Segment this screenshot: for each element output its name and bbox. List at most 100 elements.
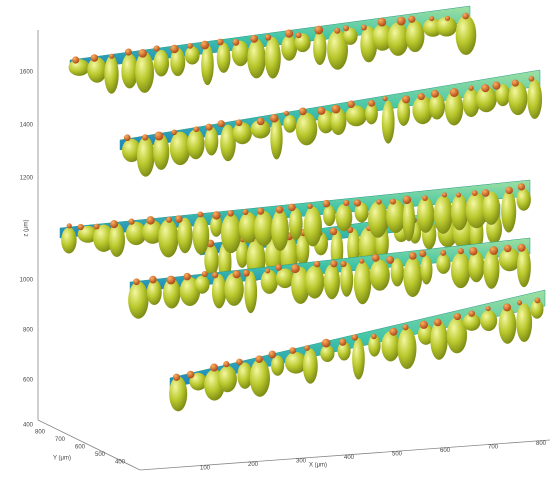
- bump: [271, 209, 289, 251]
- spot: [343, 25, 349, 32]
- spot: [172, 373, 181, 381]
- bump: [250, 119, 271, 139]
- spot: [389, 327, 398, 336]
- bump: [468, 251, 485, 283]
- spot: [183, 272, 191, 281]
- spot: [353, 199, 362, 207]
- spot: [313, 260, 321, 268]
- spot: [371, 254, 380, 262]
- spot: [449, 88, 459, 97]
- spot: [347, 100, 355, 108]
- spot: [197, 211, 204, 218]
- spot: [289, 347, 297, 354]
- spot: [468, 310, 476, 317]
- spot: [212, 211, 221, 220]
- bump: [340, 262, 354, 297]
- bump: [397, 327, 417, 370]
- bump: [436, 253, 451, 274]
- spot: [227, 210, 234, 217]
- spot: [288, 203, 296, 212]
- bump: [397, 98, 411, 126]
- bump: [108, 223, 125, 257]
- spot: [133, 278, 140, 286]
- bump: [224, 272, 244, 306]
- bump: [220, 124, 236, 162]
- spot: [360, 24, 367, 31]
- spot: [295, 32, 302, 39]
- spot: [166, 275, 176, 285]
- bump: [289, 208, 303, 240]
- x-tick-label: 500: [392, 452, 403, 458]
- bump: [428, 93, 446, 120]
- spot: [256, 117, 265, 126]
- x-tick-label: 700: [488, 445, 499, 451]
- bump: [184, 46, 200, 65]
- spot: [90, 54, 99, 62]
- bump: [462, 313, 481, 331]
- bump: [158, 219, 179, 258]
- bump: [420, 255, 433, 285]
- bump: [390, 258, 404, 287]
- z-tick-label: 1600: [20, 70, 34, 76]
- bump: [220, 213, 242, 254]
- spot: [284, 29, 294, 38]
- spot: [149, 275, 157, 284]
- spot: [283, 110, 290, 116]
- y-axis-label: Y (μm): [53, 456, 71, 462]
- spot: [503, 244, 512, 253]
- bump: [323, 264, 340, 300]
- spot: [123, 134, 131, 142]
- bump: [417, 324, 434, 345]
- cell-band: [119, 69, 543, 177]
- bump: [530, 299, 544, 319]
- spot: [186, 370, 195, 379]
- spot: [376, 199, 382, 205]
- z-tick-label: 600: [23, 378, 34, 384]
- bump: [430, 320, 448, 360]
- bump: [271, 355, 285, 376]
- y-tick-label: 400: [115, 460, 126, 466]
- bump: [365, 103, 378, 125]
- y-tick-label: 500: [95, 452, 106, 458]
- bump: [249, 358, 270, 397]
- bump: [247, 38, 266, 79]
- bump: [482, 191, 501, 225]
- bump: [136, 136, 155, 177]
- bump: [260, 269, 278, 294]
- spot: [402, 95, 411, 104]
- x-tick-label: 300: [296, 459, 307, 465]
- bump: [317, 110, 335, 134]
- bump: [169, 376, 188, 412]
- spot: [264, 34, 272, 41]
- spot: [200, 40, 210, 50]
- bump: [194, 275, 210, 294]
- bump: [211, 274, 227, 309]
- bump: [433, 195, 453, 234]
- bump: [192, 216, 210, 255]
- bump: [170, 48, 186, 77]
- spot: [440, 249, 447, 256]
- x-tick-label: 400: [344, 455, 355, 461]
- spot: [402, 195, 412, 205]
- bump: [153, 49, 170, 77]
- x-tick-label: 600: [440, 448, 451, 454]
- bump: [369, 259, 390, 291]
- spot: [250, 34, 259, 43]
- bump: [153, 134, 170, 170]
- bump: [61, 227, 77, 254]
- bump: [517, 246, 531, 288]
- spot: [431, 89, 439, 98]
- spot: [153, 45, 160, 52]
- bump: [516, 188, 531, 211]
- bump: [232, 122, 252, 145]
- bump: [335, 203, 353, 232]
- bump: [275, 268, 295, 289]
- bump: [264, 37, 281, 79]
- spot: [444, 15, 451, 21]
- spot: [517, 243, 526, 252]
- spot: [242, 269, 250, 277]
- spot: [468, 246, 478, 256]
- spot: [408, 15, 416, 23]
- spot: [441, 192, 448, 198]
- bump: [169, 131, 191, 166]
